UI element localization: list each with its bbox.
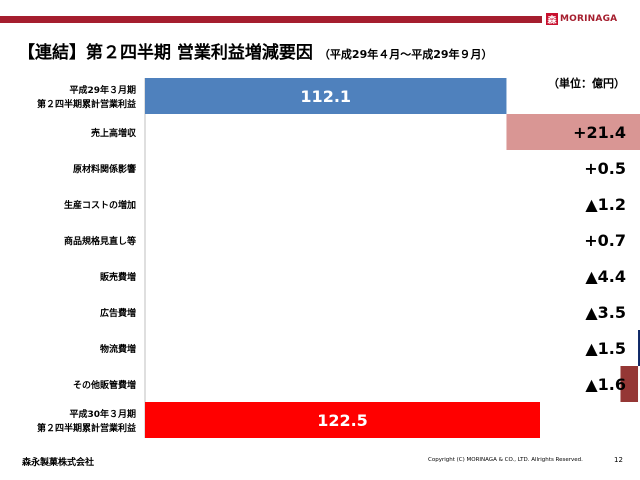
page-title: 【連結】第２四半期 営業利益増減要因 （平成29年４月～平成29年９月） — [18, 38, 493, 63]
delta-value-label: ▲3.5 — [585, 303, 626, 322]
page-title-period: （平成29年４月～平成29年９月） — [318, 48, 493, 61]
footer-company: 森永製菓株式会社 — [22, 458, 95, 468]
page-number: 12 — [614, 456, 623, 464]
category-label: 売上高増収 — [91, 127, 137, 139]
total-bar — [145, 402, 540, 438]
copyright-text: Copyright (C) MORINAGA & CO., LTD. Allri… — [428, 457, 583, 463]
total-value-label: 112.1 — [300, 87, 351, 106]
unit-label: （単位：億円） — [548, 77, 625, 90]
header-bar — [0, 16, 542, 23]
category-label: 平成30年３月期 — [69, 408, 136, 420]
total-bar — [145, 78, 507, 114]
category-label: 第２四半期累計営業利益 — [37, 422, 136, 434]
page-title-main: 【連結】第２四半期 営業利益増減要因 — [18, 43, 313, 63]
delta-value-label: +21.4 — [573, 123, 626, 142]
delta-value-label: ▲1.2 — [585, 195, 626, 214]
category-label: 第２四半期累計営業利益 — [37, 98, 136, 110]
delta-value-label: ▲1.6 — [585, 375, 626, 394]
category-label: 物流費増 — [100, 343, 136, 355]
logo-text: MORINAGA — [560, 14, 618, 24]
category-label: 生産コストの増加 — [64, 199, 136, 211]
delta-bar — [506, 114, 640, 150]
category-label: 原材料関係影響 — [73, 163, 136, 175]
category-label: その他販管費増 — [73, 379, 136, 391]
delta-value-label: ▲4.4 — [585, 267, 626, 286]
category-label: 販売費増 — [100, 271, 136, 283]
category-label: 商品規格見直し等 — [64, 235, 136, 247]
category-label: 平成29年３月期 — [69, 84, 136, 96]
delta-value-label: ▲1.5 — [585, 339, 626, 358]
delta-bar — [620, 366, 639, 402]
company-logo: 森 MORINAGA — [546, 12, 617, 26]
category-label: 広告費増 — [100, 307, 136, 319]
total-value-label: 122.5 — [317, 411, 368, 430]
delta-value-label: +0.5 — [584, 159, 626, 178]
delta-bar — [638, 330, 640, 366]
delta-value-label: +0.7 — [584, 231, 626, 250]
logo-mark: 森 — [546, 13, 558, 26]
